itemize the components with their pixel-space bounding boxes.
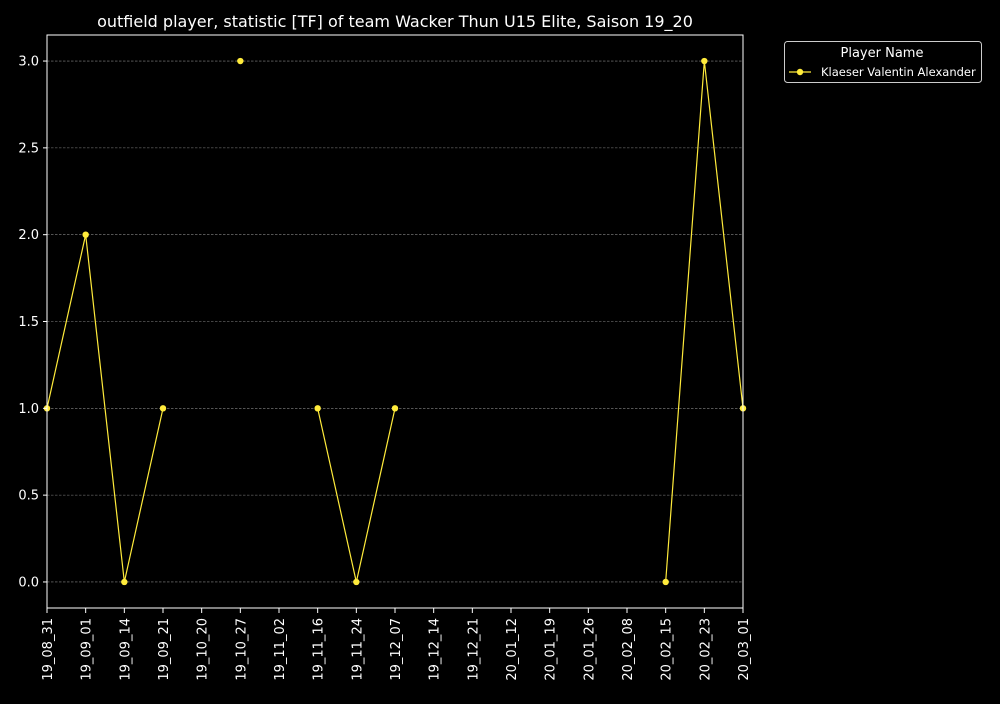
x-tick-label: 19_09_21 <box>157 618 172 681</box>
chart-title: outfield player, statistic [TF] of team … <box>97 12 693 32</box>
x-tick-label: 19_08_31 <box>41 618 56 681</box>
legend-series-marker <box>796 68 804 76</box>
data-point <box>662 578 669 586</box>
series-layer <box>43 57 747 586</box>
data-point <box>237 57 244 65</box>
x-tick-label: 20_01_26 <box>582 618 597 681</box>
legend-series-label: Klaeser Valentin Alexander <box>821 65 976 79</box>
x-tick-label: 19_10_27 <box>234 618 249 681</box>
legend-box <box>784 41 982 83</box>
x-tick-label: 20_02_08 <box>621 618 636 681</box>
y-tick-label: 2.0 <box>18 228 39 243</box>
x-tick-label: 19_09_01 <box>80 618 95 681</box>
x-tick-label: 20_02_15 <box>660 618 675 681</box>
y-tick-label: 2.5 <box>18 141 39 156</box>
x-tick-label: 19_11_16 <box>312 618 327 681</box>
data-point <box>314 405 321 412</box>
data-point <box>701 57 708 65</box>
x-tick-label: 20_01_12 <box>505 618 520 681</box>
data-point <box>353 578 360 586</box>
x-tick-label: 20_03_01 <box>737 618 752 681</box>
data-point <box>121 578 128 586</box>
x-tick-label: 19_09_14 <box>118 618 133 681</box>
x-axis: 19_08_31 19_09_01 19_09_14 19_09_21 19_10_20… <box>41 608 752 681</box>
data-point <box>159 405 167 412</box>
x-tick-label: 19_11_02 <box>273 618 288 681</box>
x-tick-label: 19_10_20 <box>196 618 211 681</box>
x-tick-label: 20_01_19 <box>544 618 559 681</box>
data-point <box>391 405 399 412</box>
series-line-segment <box>46 234 164 583</box>
y-tick-label: 3.0 <box>18 55 39 70</box>
x-tick-label: 19_12_21 <box>466 618 481 681</box>
y-tick-label: 1.5 <box>18 315 39 330</box>
x-tick-label: 19_11_24 <box>350 618 365 681</box>
legend-title: Player Name <box>841 46 924 61</box>
y-axis: 0.0 0.5 1.0 1.5 2.0 2.5 3.0 <box>18 55 47 590</box>
x-tick-label: 19_12_14 <box>428 618 443 681</box>
data-point <box>82 231 89 238</box>
y-tick-label: 0.5 <box>18 489 39 504</box>
y-tick-label: 0.0 <box>18 575 39 590</box>
legend: Player Name Klaeser Valentin Alexander <box>784 41 982 83</box>
x-tick-label: 20_02_23 <box>698 618 713 681</box>
x-tick-label: 19_12_07 <box>389 618 404 681</box>
y-tick-label: 1.0 <box>18 402 39 417</box>
grid <box>47 60 743 583</box>
